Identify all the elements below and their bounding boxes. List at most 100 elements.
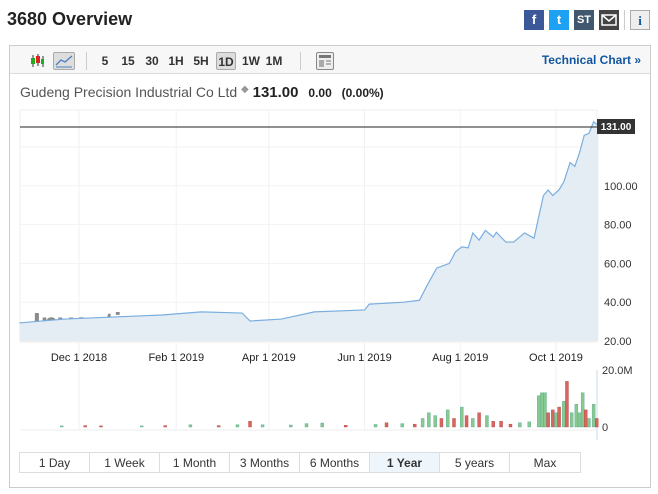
volume-bar [540,392,544,428]
volume-bar [574,404,579,428]
volume-bar [452,418,456,428]
volume-bar [491,421,495,428]
facebook-icon[interactable]: f [524,10,544,30]
volume-bar [508,423,513,428]
y-tick-label: 100.00 [604,181,638,193]
x-tick-label: Apr 1 2019 [242,352,296,364]
volume-bar [471,418,475,428]
interval-30[interactable]: 30 [145,54,159,68]
volume-bar [562,401,566,428]
volume-bar [577,412,582,428]
interval-1H[interactable]: 1H [168,54,184,68]
price-change-pct: (0.00%) [341,86,384,100]
range-1-day[interactable]: 1 Day [20,453,90,472]
volume-bar [427,412,431,428]
volume-bar [537,395,541,428]
y-tick-label: 80.00 [604,220,632,232]
price-line [19,120,599,324]
interval-1D[interactable]: 1D [216,52,236,70]
volume-bar [433,415,437,428]
volume-bar [400,423,404,428]
range-1-week[interactable]: 1 Week [90,453,160,472]
volume-bar [60,425,64,428]
volume-bar [551,409,555,428]
volume-bar [163,425,167,428]
price-chart[interactable]: Investing.com131.0020.0040.0060.0080.001… [0,0,658,445]
price-marker-icon: ◆ [241,84,249,95]
interval-1W[interactable]: 1W [242,54,260,68]
interval-1M[interactable]: 1M [265,54,283,68]
x-tick-label: Oct 1 2019 [529,352,583,364]
stocktwits-icon[interactable]: ST [574,10,594,30]
info-icon[interactable]: i [630,10,650,30]
volume-bar [83,425,87,428]
volume-bar [373,424,378,428]
page-title: 3680 Overview [7,9,133,29]
volume-bar [188,424,193,428]
volume-tick-label: 20.0M [602,365,633,377]
range-5-years[interactable]: 5 years [440,453,510,472]
last-price-label: 131.00 [601,122,632,133]
range-max[interactable]: Max [533,456,557,470]
volume-bar [584,409,588,428]
x-tick-label: Dec 1 2018 [51,352,107,364]
last-price: 131.00 [252,84,299,101]
interval-15[interactable]: 15 [121,54,135,68]
volume-bar [554,412,558,428]
volume-bar [518,422,522,428]
x-tick-label: Jun 1 2019 [337,352,391,364]
volume-bar [99,425,103,428]
volume-bar [216,425,221,428]
volume-bar [595,418,599,428]
email-icon[interactable] [599,10,619,30]
volume-bar [587,418,591,428]
volume-bar [304,423,309,428]
price-change: 0.00 [308,86,332,100]
volume-bar [384,422,389,428]
volume-bar [446,409,450,428]
volume-bar [543,392,547,428]
volume-bar [557,406,561,428]
twitter-icon[interactable]: t [549,10,569,30]
volume-bar [591,404,596,428]
technical-chart-link[interactable]: Technical Chart » [541,53,641,67]
range-3-months[interactable]: 3 Months [230,453,300,472]
volume-bar [235,424,240,428]
price-area [19,121,599,341]
volume-bar [565,381,569,428]
volume-bar [477,412,481,428]
y-tick-label: 20.00 [604,336,632,348]
instrument-header: Gudeng Precision Industrial Co Ltd ◆ 131… [20,84,384,101]
volume-bar [499,421,503,428]
volume-bar [460,406,464,428]
x-tick-label: Feb 1 2019 [148,352,204,364]
interval-5[interactable]: 5 [101,54,109,68]
volume-bar [248,421,252,428]
chart-panel [9,45,651,488]
volume-bar [420,418,425,428]
volume-tick-label: 0 [602,422,608,434]
range-selector: 1 Day 1 Week 1 Month 3 Months 6 Months 1 Year… [19,452,581,473]
instrument-name: Gudeng Precision Industrial Co Ltd [20,84,238,100]
y-tick-label: 40.00 [604,297,632,309]
last-price-box [597,119,635,134]
volume-bar [140,425,144,428]
layout-icon[interactable] [316,52,334,70]
volume-bar [580,392,585,428]
volume-bar [464,415,469,428]
range-1-year[interactable]: 1 Year [370,453,440,472]
volume-bar [527,421,532,428]
line-chart-icon[interactable] [53,52,75,70]
interval-5H[interactable]: 5H [193,54,209,68]
y-tick-label: 60.00 [604,258,632,270]
volume-bar [485,415,489,428]
volume-bar [344,425,348,428]
range-6-months[interactable]: 6 Months [300,453,370,472]
candlestick-icon[interactable] [28,52,46,70]
volume-bar [439,418,444,428]
volume-bar [289,424,293,428]
range-1-month[interactable]: 1 Month [160,453,230,472]
x-tick-label: Aug 1 2019 [432,352,488,364]
volume-bar [320,422,324,428]
volume-bar [546,412,550,428]
